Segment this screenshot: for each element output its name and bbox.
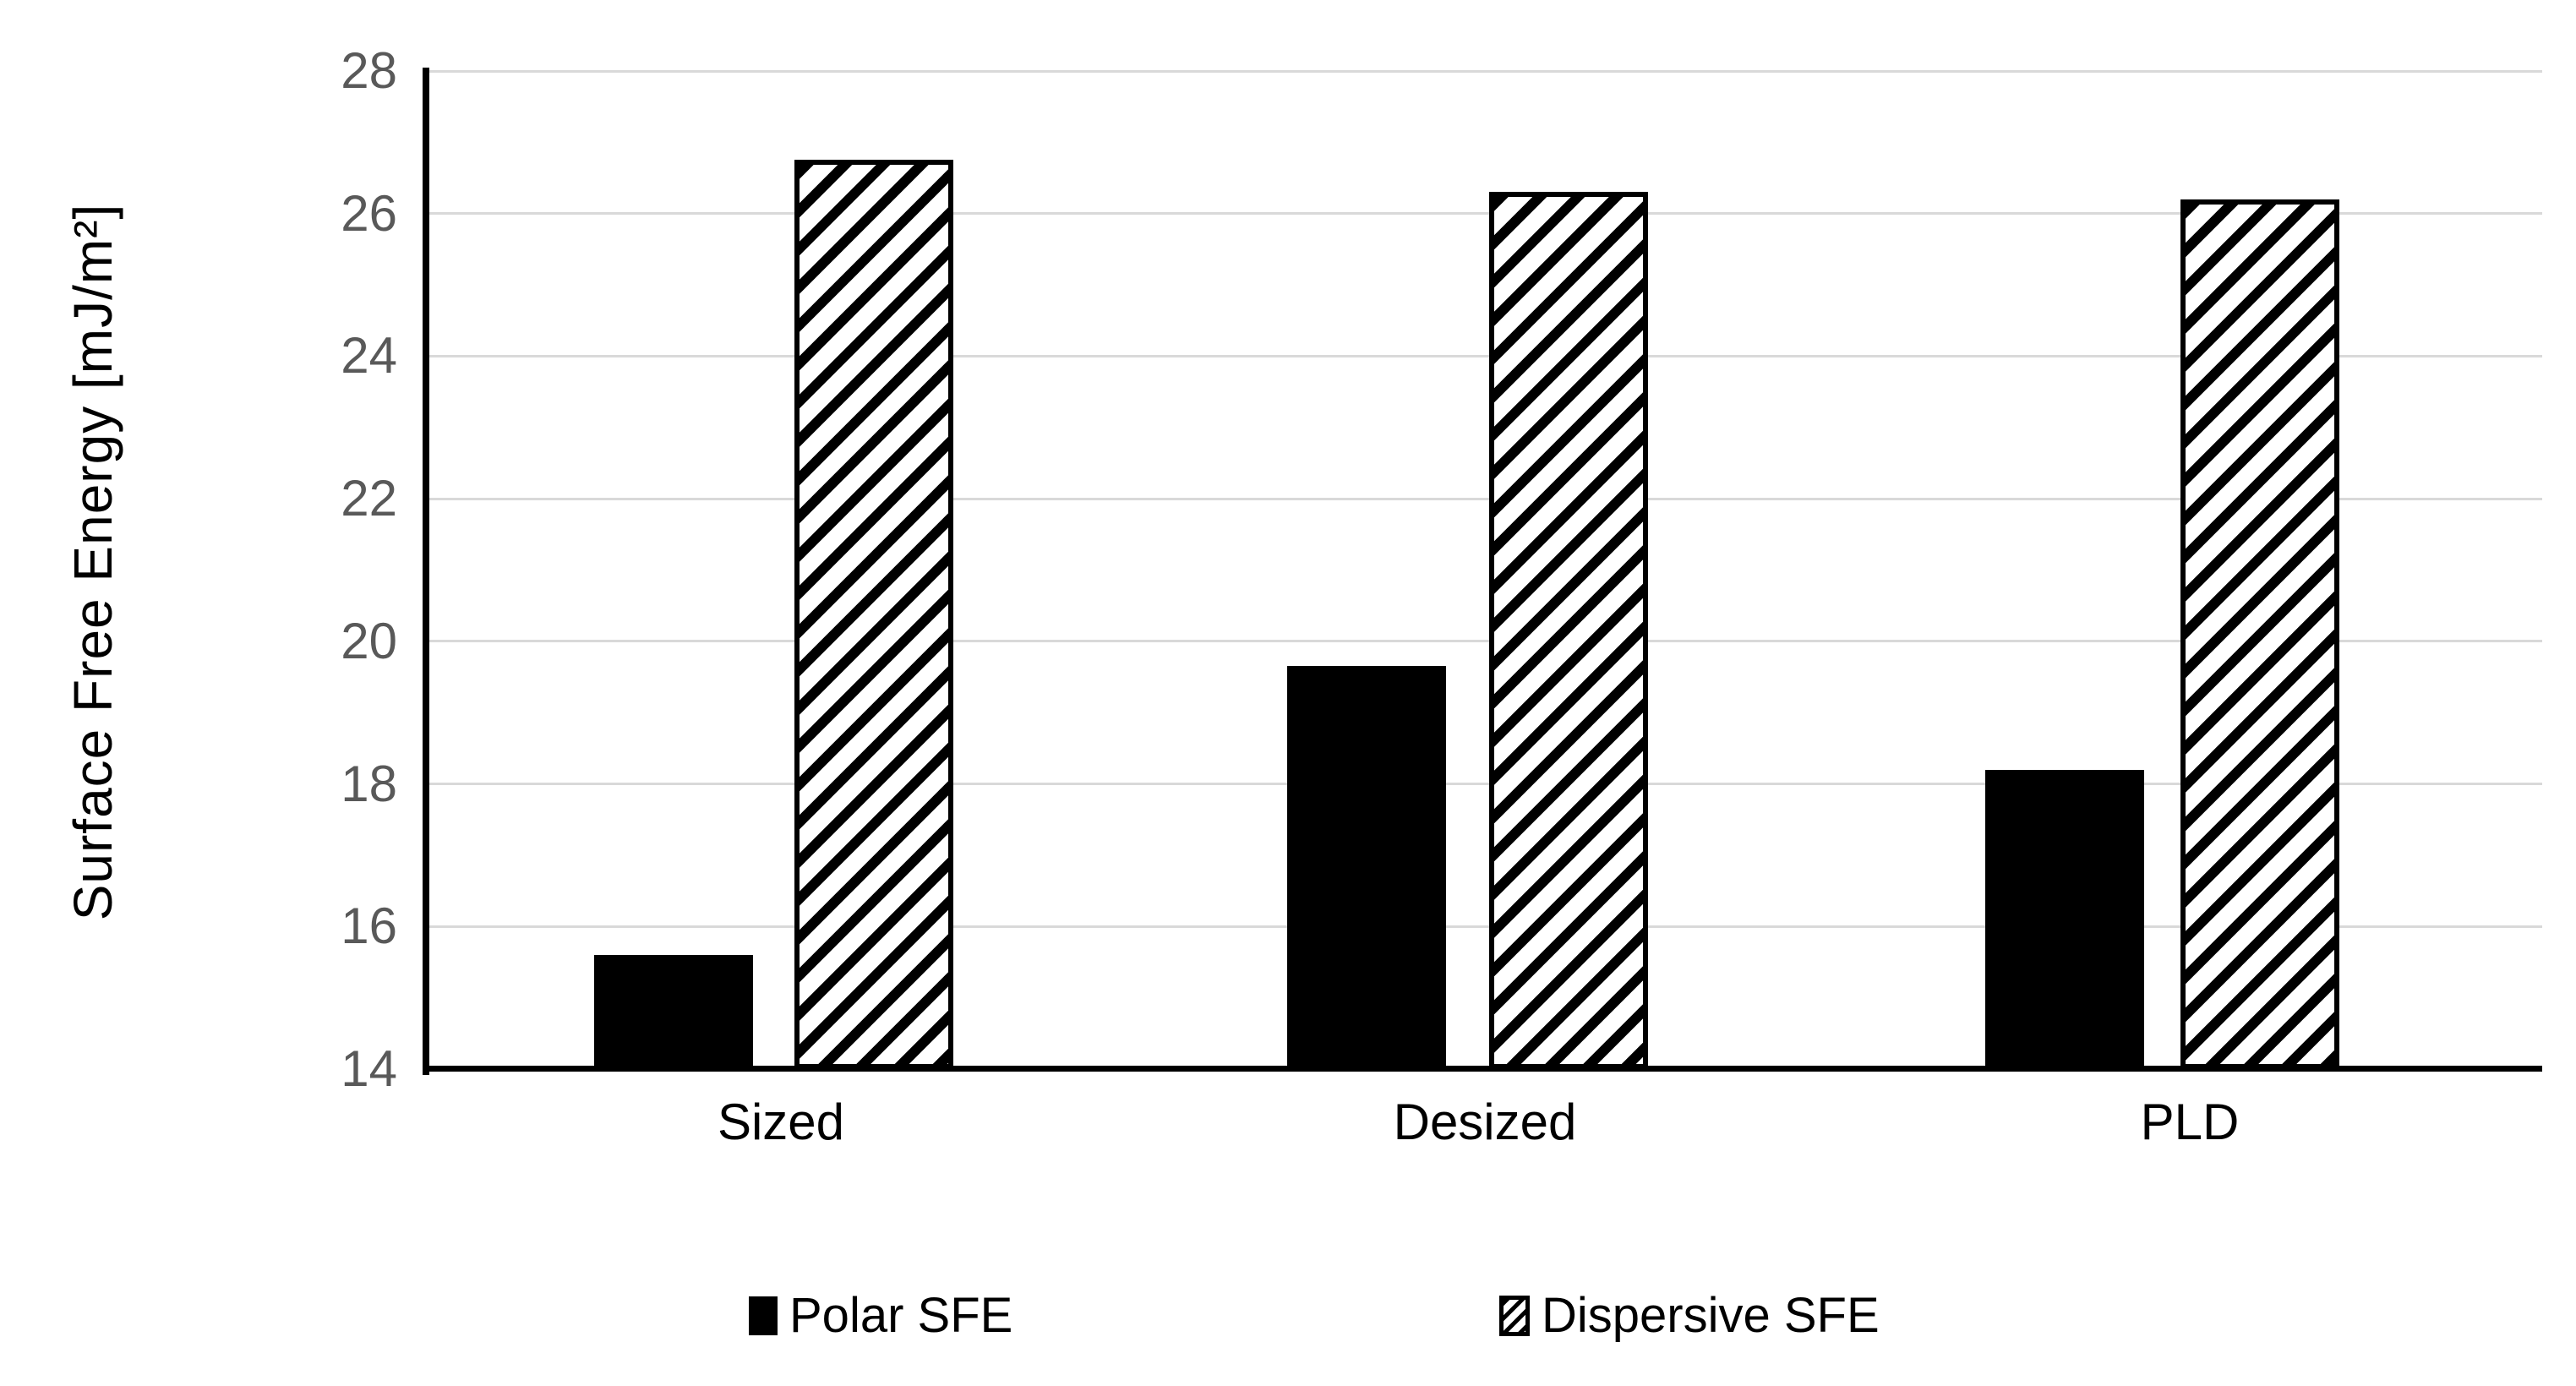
gridline xyxy=(429,69,2542,73)
y-tick-label: 22 xyxy=(341,470,397,527)
category-label-desized: Desized xyxy=(1393,1094,1577,1150)
y-axis-title: Surface Free Energy [mJ/m²] xyxy=(63,203,123,921)
y-axis-line xyxy=(423,68,429,1075)
polar-sfe-swatch-icon xyxy=(749,1296,778,1335)
gridline xyxy=(429,212,2542,216)
gridline xyxy=(429,783,2542,786)
y-tick-label: 16 xyxy=(341,898,397,955)
legend-label-dispersive-sfe: Dispersive SFE xyxy=(1542,1288,1880,1343)
y-tick-label: 26 xyxy=(341,184,397,242)
legend-item-polar-sfe: Polar SFE xyxy=(749,1286,1012,1345)
bar-dispersive-sfe-sized xyxy=(794,160,953,1069)
gridline xyxy=(429,354,2542,357)
y-tick-label: 20 xyxy=(341,612,397,669)
dispersive-sfe-swatch-icon xyxy=(1499,1296,1530,1336)
y-tick-label: 14 xyxy=(341,1040,397,1097)
bar-dispersive-sfe-pld xyxy=(2180,199,2339,1069)
gridline xyxy=(429,925,2542,928)
x-axis-line xyxy=(423,1066,2542,1072)
legend-label-polar-sfe: Polar SFE xyxy=(789,1288,1013,1343)
gridline xyxy=(429,640,2542,643)
category-label-pld: PLD xyxy=(2140,1094,2240,1150)
y-tick-label: 28 xyxy=(341,42,397,99)
category-label-sized: Sized xyxy=(717,1094,845,1150)
bar-polar-sfe-desized xyxy=(1287,666,1446,1069)
y-tick-label: 18 xyxy=(341,755,397,812)
gridline xyxy=(429,497,2542,500)
bar-polar-sfe-sized xyxy=(594,955,753,1069)
y-tick-label: 24 xyxy=(341,327,397,385)
bar-polar-sfe-pld xyxy=(1985,769,2144,1069)
legend-item-dispersive-sfe: Dispersive SFE xyxy=(1499,1286,1880,1345)
bar-dispersive-sfe-desized xyxy=(1489,192,1648,1069)
